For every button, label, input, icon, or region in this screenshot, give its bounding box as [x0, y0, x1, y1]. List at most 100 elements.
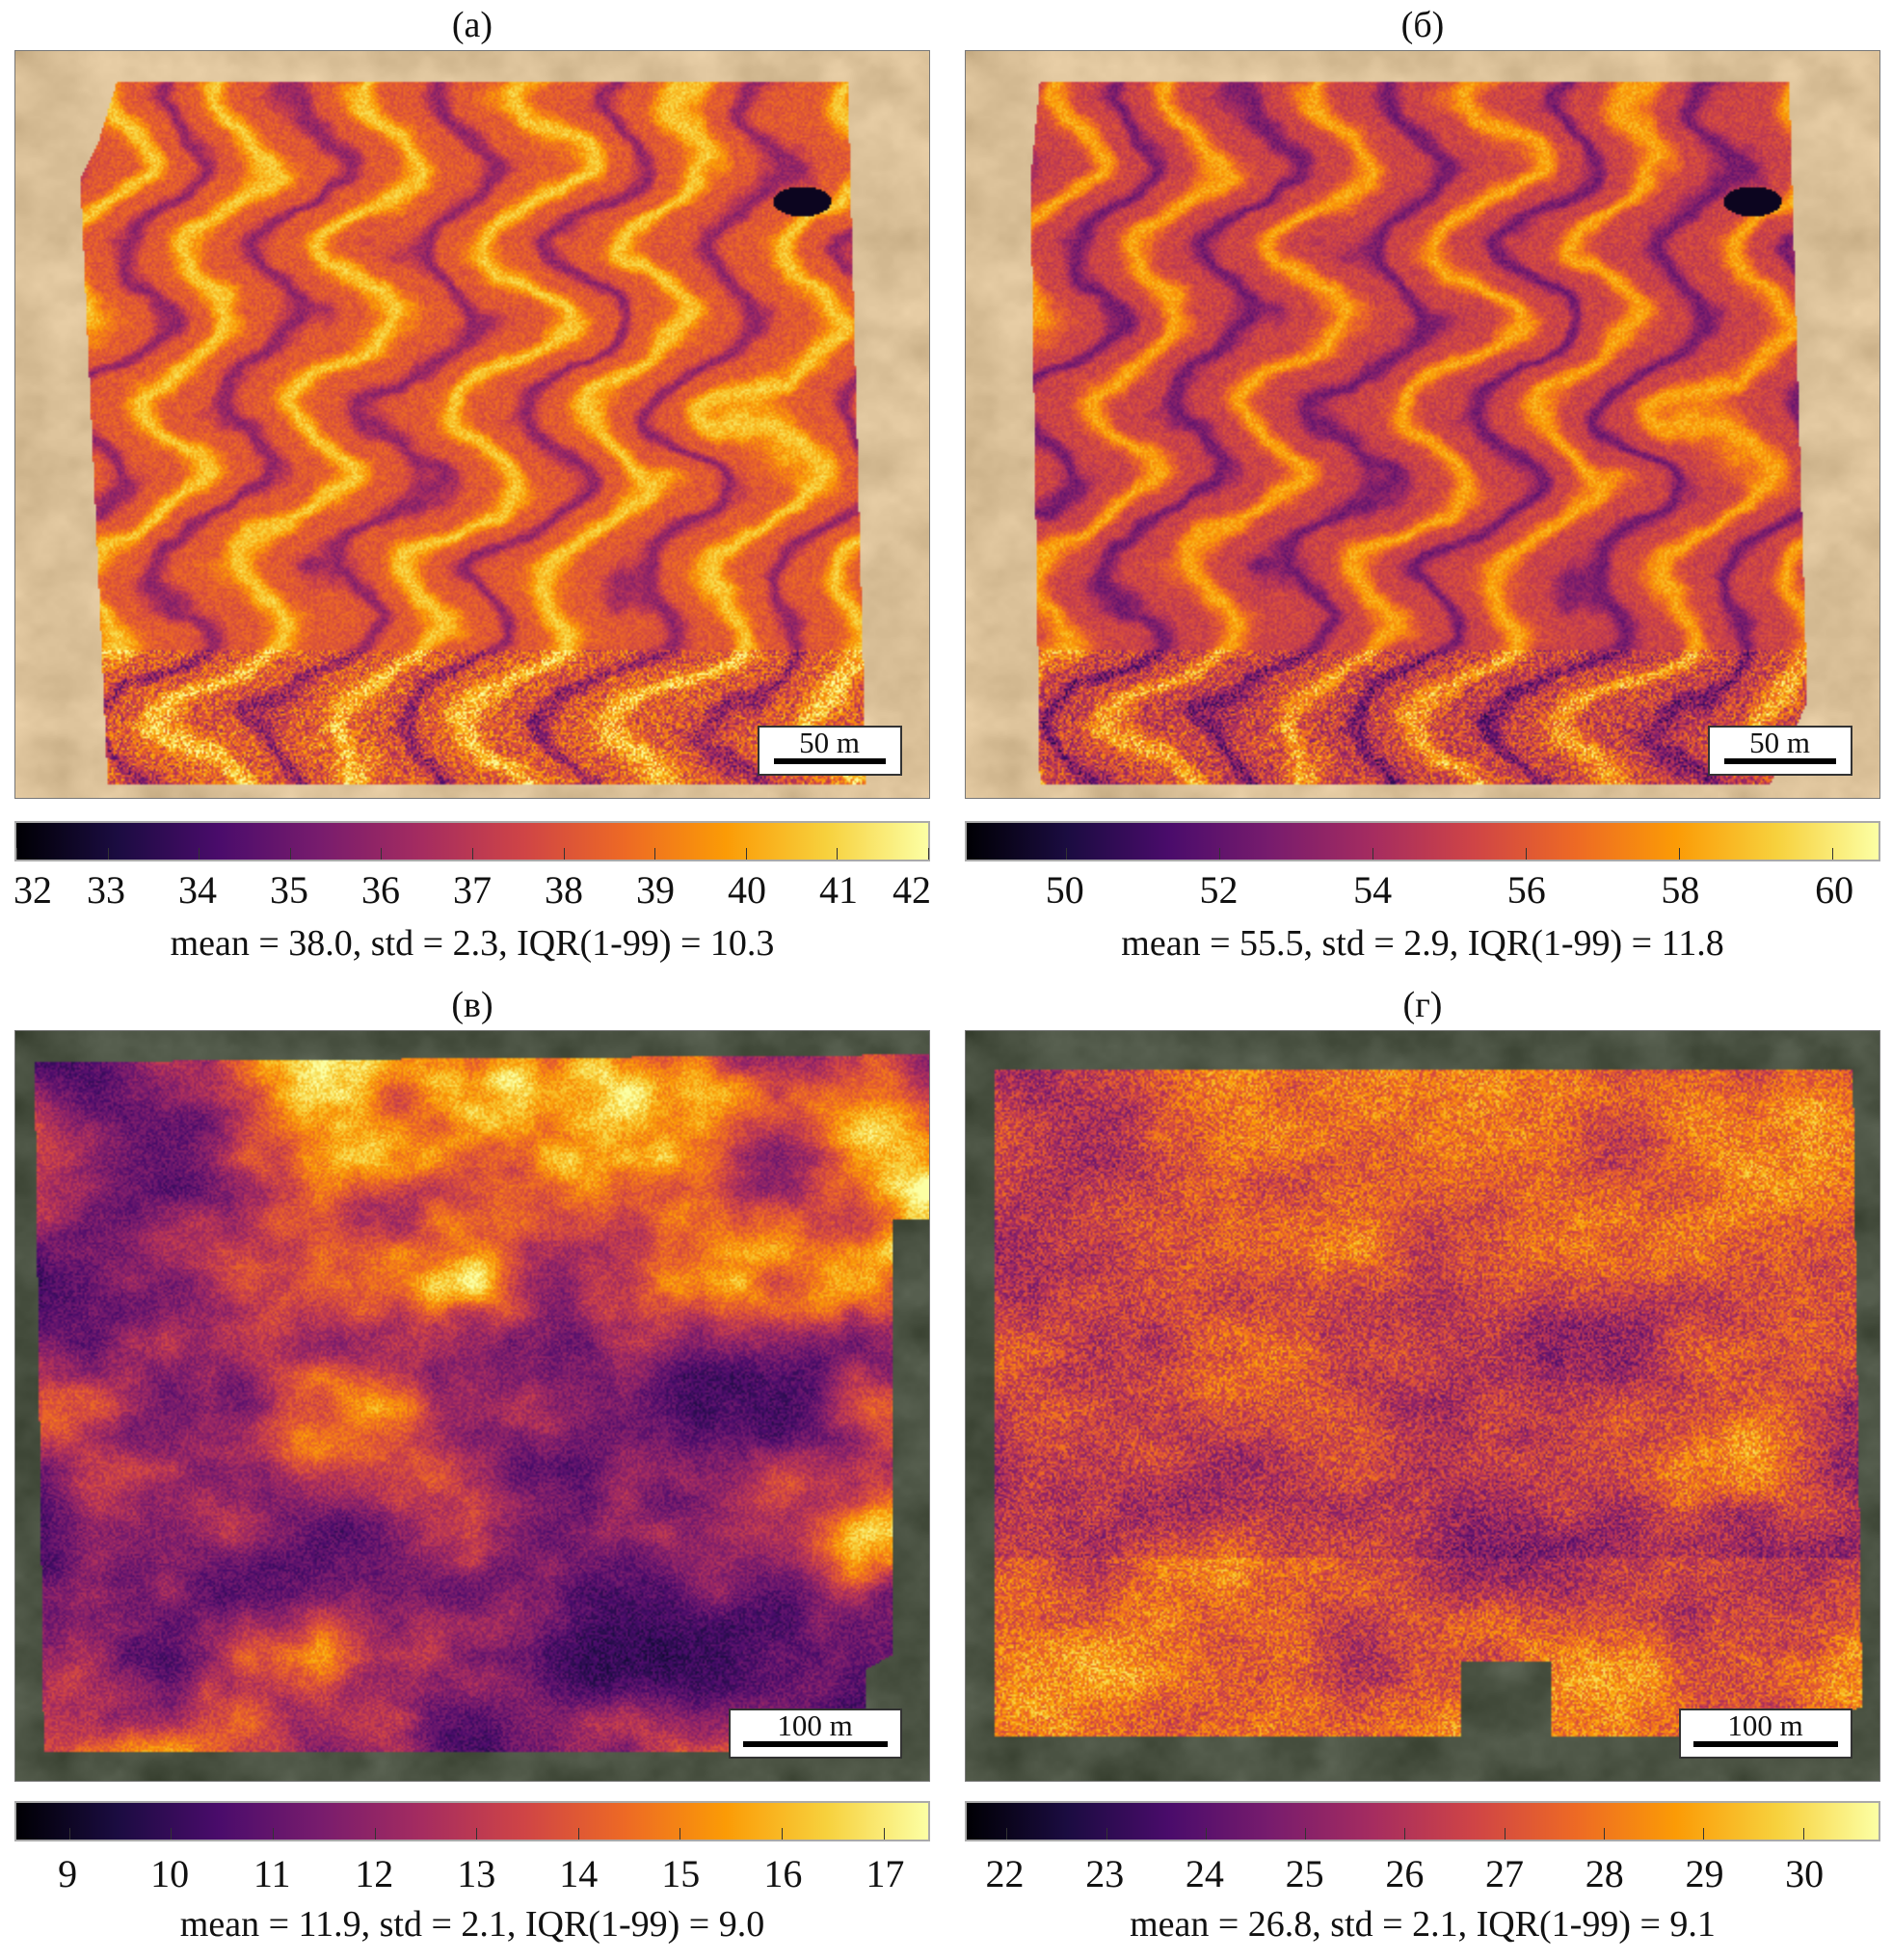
colorbar-ticks: 9 10 11 12 13 14 15 16 17 — [14, 1851, 930, 1895]
colorbar-tick-mark — [374, 1828, 376, 1840]
stats-text: mean = 55.5, std = 2.9, IQR(1-99) = 11.8 — [1121, 923, 1724, 964]
scale-bar-label: 100 m — [1727, 1708, 1803, 1742]
colorbar-tick-label: 34 — [178, 868, 217, 912]
colorbar-tick-mark — [16, 848, 17, 860]
stats-text: mean = 26.8, std = 2.1, IQR(1-99) = 9.1 — [1130, 1904, 1716, 1945]
heatmap-canvas — [15, 51, 929, 798]
stats-text: mean = 11.9, std = 2.1, IQR(1-99) = 9.0 — [179, 1904, 765, 1945]
panel-label: (г) — [1402, 985, 1443, 1025]
colorbar — [14, 1801, 930, 1841]
colorbar-tick-mark — [107, 848, 109, 860]
colorbar-tick-mark — [883, 1828, 885, 1840]
colorbar-ticks: 22 23 24 25 26 27 28 29 30 — [965, 1851, 1880, 1895]
scale-bar-line — [1723, 757, 1836, 764]
scale-bar-line — [1692, 1740, 1838, 1747]
colorbar-tick-label: 52 — [1199, 868, 1239, 912]
colorbar-tick-label: 14 — [559, 1852, 599, 1895]
colorbar-tick-label: 13 — [457, 1852, 496, 1895]
colorbar-ticks: 50 52 54 56 58 60 — [965, 867, 1880, 912]
colorbar-tick-mark — [68, 1828, 70, 1840]
scale-bar-line — [742, 1740, 888, 1747]
panel-label: (а) — [451, 5, 493, 45]
scale-bar-label: 50 m — [1749, 725, 1810, 759]
colorbar-tick-label: 22 — [985, 1852, 1025, 1895]
colorbar-tick-label: 33 — [87, 868, 125, 912]
colorbar-tick-label: 41 — [819, 868, 858, 912]
colorbar-tick-mark — [1802, 1828, 1804, 1840]
colorbar-tick-label: 40 — [728, 868, 766, 912]
scale-bar-line — [773, 757, 886, 764]
colorbar-tick-mark — [1305, 1828, 1307, 1840]
colorbar-tick-mark — [1703, 1828, 1705, 1840]
colorbar-tick-label: 24 — [1185, 1852, 1224, 1895]
colorbar-tick-label: 28 — [1585, 1852, 1624, 1895]
colorbar-tick-mark — [577, 1828, 579, 1840]
colorbar-tick-label: 11 — [253, 1852, 291, 1895]
heatmap-canvas — [966, 51, 1879, 798]
heatmap-image: 100 m — [965, 1030, 1880, 1782]
panel-label: (в) — [451, 985, 493, 1025]
colorbar — [14, 821, 930, 861]
colorbar-tick-label: 30 — [1785, 1852, 1825, 1895]
colorbar-tick-label: 25 — [1285, 1852, 1324, 1895]
colorbar-tick-mark — [1603, 1828, 1605, 1840]
colorbar-tick-mark — [745, 848, 747, 860]
colorbar-tick-mark — [199, 848, 200, 860]
colorbar-ticks: 32 33 34 35 36 37 38 39 40 41 42 — [13, 867, 931, 912]
scale-bar-label: 50 m — [799, 725, 860, 759]
colorbar — [965, 821, 1880, 861]
colorbar-tick-label: 35 — [270, 868, 308, 912]
colorbar-tick-mark — [171, 1828, 173, 1840]
colorbar — [965, 1801, 1880, 1841]
colorbar-tick-mark — [1205, 1828, 1207, 1840]
panel-label: (б) — [1400, 5, 1445, 45]
colorbar-tick-label: 27 — [1485, 1852, 1525, 1895]
heatmap-image: 50 m — [965, 50, 1880, 799]
colorbar-tick-label: 58 — [1661, 868, 1700, 912]
scale-bar: 50 m — [757, 725, 902, 776]
colorbar-tick-label: 26 — [1385, 1852, 1425, 1895]
colorbar-tick-label: 42 — [893, 868, 931, 912]
colorbar-tick-mark — [1526, 848, 1528, 860]
colorbar-tick-mark — [289, 848, 291, 860]
colorbar-tick-label: 39 — [636, 868, 675, 912]
colorbar-tick-label: 32 — [13, 868, 52, 912]
colorbar-tick-mark — [1404, 1828, 1406, 1840]
colorbar-tick-label: 17 — [866, 1852, 905, 1895]
scale-bar: 100 m — [1678, 1708, 1852, 1759]
colorbar-tick-mark — [476, 1828, 478, 1840]
colorbar-tick-label: 54 — [1353, 868, 1393, 912]
heatmap-canvas — [15, 1031, 929, 1781]
colorbar-tick-label: 29 — [1685, 1852, 1724, 1895]
colorbar-tick-mark — [381, 848, 383, 860]
colorbar-tick-label: 38 — [545, 868, 583, 912]
colorbar-tick-mark — [472, 848, 473, 860]
colorbar-tick-mark — [1504, 1828, 1506, 1840]
colorbar-tick-mark — [837, 848, 839, 860]
scale-bar: 50 m — [1707, 725, 1852, 776]
colorbar-tick-mark — [654, 848, 656, 860]
colorbar-tick-label: 56 — [1506, 868, 1546, 912]
colorbar-tick-mark — [781, 1828, 783, 1840]
stats-text: mean = 38.0, std = 2.3, IQR(1-99) = 10.3 — [170, 923, 775, 964]
colorbar-tick-mark — [1372, 848, 1374, 860]
colorbar-tick-mark — [1066, 848, 1068, 860]
colorbar-tick-label: 36 — [361, 868, 400, 912]
colorbar-tick-mark — [1679, 848, 1681, 860]
colorbar-tick-label: 60 — [1815, 868, 1854, 912]
colorbar-tick-label: 37 — [453, 868, 492, 912]
colorbar-tick-mark — [1006, 1828, 1008, 1840]
heatmap-canvas — [966, 1031, 1879, 1781]
colorbar-tick-mark — [928, 848, 929, 860]
colorbar-tick-mark — [1106, 1828, 1107, 1840]
colorbar-tick-mark — [273, 1828, 275, 1840]
colorbar-tick-label: 16 — [763, 1852, 803, 1895]
colorbar-tick-label: 9 — [58, 1852, 78, 1895]
colorbar-tick-label: 50 — [1045, 868, 1084, 912]
scale-bar: 100 m — [728, 1708, 902, 1759]
colorbar-tick-mark — [563, 848, 565, 860]
colorbar-tick-mark — [1832, 848, 1834, 860]
colorbar-tick-mark — [1219, 848, 1221, 860]
colorbar-tick-label: 23 — [1085, 1852, 1125, 1895]
colorbar-tick-label: 15 — [661, 1852, 701, 1895]
